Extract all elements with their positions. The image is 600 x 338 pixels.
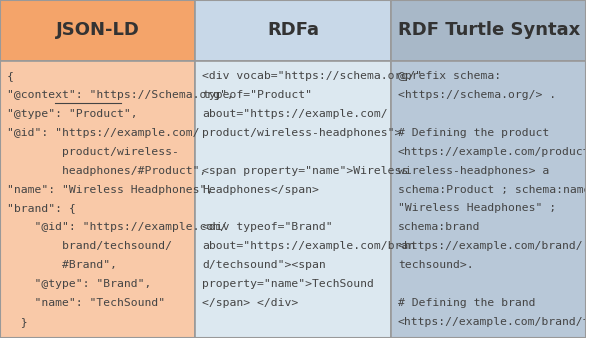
Text: <span property="name">Wireless: <span property="name">Wireless xyxy=(202,166,409,176)
Text: "@id": "https://example.com/: "@id": "https://example.com/ xyxy=(7,128,200,138)
Text: about="https://example.com/: about="https://example.com/ xyxy=(202,109,388,119)
Text: about="https://example.com/bran: about="https://example.com/bran xyxy=(202,241,416,251)
Text: "brand": {: "brand": { xyxy=(7,203,76,214)
Text: #Brand",: #Brand", xyxy=(7,260,117,270)
Text: RDFa: RDFa xyxy=(267,21,319,40)
FancyBboxPatch shape xyxy=(196,0,391,61)
Text: d/techsound"><span: d/techsound"><span xyxy=(202,260,326,270)
Text: "name": "TechSound": "name": "TechSound" xyxy=(7,298,165,308)
Text: techsound>.: techsound>. xyxy=(398,260,473,270)
Text: <https://example.com/brand/tec: <https://example.com/brand/tec xyxy=(398,317,600,327)
Text: @prefix schema:: @prefix schema: xyxy=(398,71,501,81)
FancyBboxPatch shape xyxy=(196,61,391,338)
Text: <https://schema.org/> .: <https://schema.org/> . xyxy=(398,90,556,100)
Text: typeof="Product": typeof="Product" xyxy=(202,90,313,100)
Text: product/wireless-headphones">: product/wireless-headphones"> xyxy=(202,128,402,138)
Text: <https://example.com/product/: <https://example.com/product/ xyxy=(398,147,598,157)
Text: </span> </div>: </span> </div> xyxy=(202,298,299,308)
Text: "@id": "https://example.com/: "@id": "https://example.com/ xyxy=(7,222,227,233)
Text: schema:Product ; schema:name: schema:Product ; schema:name xyxy=(398,185,590,195)
Text: <div vocab="https://schema.org/": <div vocab="https://schema.org/" xyxy=(202,71,422,81)
FancyBboxPatch shape xyxy=(0,0,196,61)
Text: brand/techsound/: brand/techsound/ xyxy=(7,241,172,251)
Text: <div typeof="Brand": <div typeof="Brand" xyxy=(202,222,333,233)
Text: "@type": "Brand",: "@type": "Brand", xyxy=(7,279,151,289)
Text: }: } xyxy=(7,317,28,327)
FancyBboxPatch shape xyxy=(391,61,586,338)
Text: RDF Turtle Syntax: RDF Turtle Syntax xyxy=(398,21,580,40)
Text: product/wireless-: product/wireless- xyxy=(7,147,179,157)
Text: schema:brand: schema:brand xyxy=(398,222,481,233)
Text: {: { xyxy=(7,71,14,81)
Text: # Defining the brand: # Defining the brand xyxy=(398,298,535,308)
Text: wireless-headphones> a: wireless-headphones> a xyxy=(398,166,549,176)
Text: "name": "Wireless Headphones",: "name": "Wireless Headphones", xyxy=(7,185,213,195)
Text: <https://example.com/brand/: <https://example.com/brand/ xyxy=(398,241,584,251)
FancyBboxPatch shape xyxy=(391,0,586,61)
Text: "@context": "https://Schema.org",: "@context": "https://Schema.org", xyxy=(7,90,234,100)
Text: headphones/#Product",: headphones/#Product", xyxy=(7,166,206,176)
FancyBboxPatch shape xyxy=(0,61,196,338)
Text: "Wireless Headphones" ;: "Wireless Headphones" ; xyxy=(398,203,556,214)
Text: JSON-LD: JSON-LD xyxy=(56,21,140,40)
Text: property="name">TechSound: property="name">TechSound xyxy=(202,279,374,289)
Text: # Defining the product: # Defining the product xyxy=(398,128,549,138)
Text: Headphones</span>: Headphones</span> xyxy=(202,185,319,195)
Text: "@type": "Product",: "@type": "Product", xyxy=(7,109,137,119)
